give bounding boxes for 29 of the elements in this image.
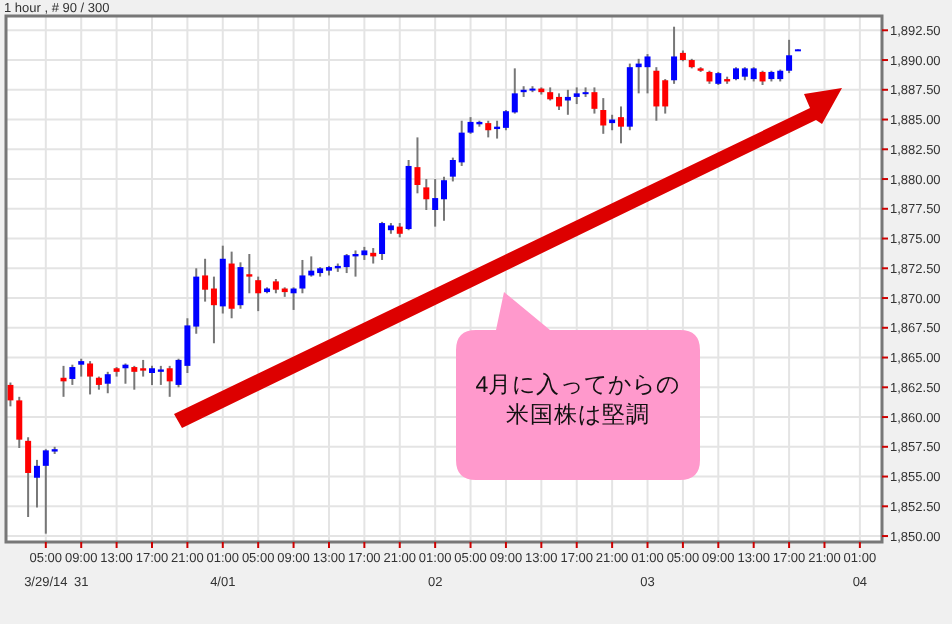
candlestick bbox=[653, 66, 660, 122]
candlestick bbox=[617, 105, 624, 145]
candlestick bbox=[299, 258, 306, 295]
candlestick bbox=[423, 178, 430, 211]
candlestick bbox=[379, 220, 386, 261]
annotation: 4月に入ってからの米国株は堅調 bbox=[475, 370, 681, 428]
candlestick bbox=[87, 360, 94, 396]
candlestick bbox=[237, 261, 244, 310]
candlestick bbox=[228, 250, 235, 320]
candlestick bbox=[202, 257, 209, 303]
candlestick bbox=[600, 97, 607, 135]
candlestick bbox=[671, 25, 678, 85]
candlestick bbox=[786, 38, 793, 75]
candlestick bbox=[166, 364, 173, 398]
candlestick bbox=[246, 253, 253, 295]
candlestick bbox=[157, 364, 164, 386]
candlestick bbox=[16, 395, 23, 449]
candlestick bbox=[255, 275, 262, 313]
candlestick bbox=[210, 275, 217, 345]
candlestick bbox=[591, 86, 598, 115]
candlestick bbox=[104, 370, 111, 395]
candlestick bbox=[644, 53, 651, 95]
candlestick bbox=[25, 436, 32, 519]
candlestick bbox=[69, 363, 76, 386]
candlestick bbox=[414, 136, 421, 195]
candlestick bbox=[33, 458, 40, 509]
candlestick bbox=[131, 364, 138, 391]
candlestick bbox=[432, 178, 439, 228]
candlestick bbox=[219, 244, 226, 315]
